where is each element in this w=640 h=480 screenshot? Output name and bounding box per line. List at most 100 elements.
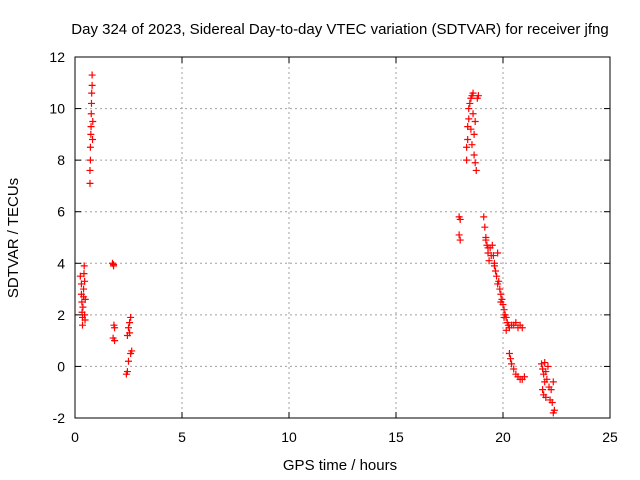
data-point-marker [500, 306, 508, 314]
y-tick-label: 12 [49, 49, 65, 65]
data-point-marker [89, 117, 97, 125]
data-point-marker [87, 99, 95, 107]
data-point-marker [455, 231, 463, 239]
data-point-marker [500, 313, 508, 321]
x-tick-label: 5 [178, 429, 186, 445]
data-point-marker [111, 337, 119, 345]
y-axis-label: SDTVAR / TECUs [5, 178, 22, 298]
data-point-marker [81, 316, 89, 324]
y-tick-label: -2 [53, 410, 66, 426]
y-tick-label: 6 [57, 204, 65, 220]
data-point-marker [466, 99, 474, 107]
data-point-marker [502, 326, 510, 334]
data-point-marker [494, 249, 502, 257]
data-point-marker [472, 166, 480, 174]
data-point-marker [463, 156, 471, 164]
data-point-marker [80, 270, 88, 278]
data-point-marker [485, 257, 493, 265]
chart-title: Day 324 of 2023, Sidereal Day-to-day VTE… [71, 21, 608, 38]
data-point-marker [480, 213, 488, 221]
y-axis-ticks: -2 0 2 4 6 8 10 12 [49, 49, 610, 426]
data-point-marker [125, 357, 132, 365]
data-point-marker [547, 386, 555, 394]
data-point-marker [496, 285, 504, 293]
data-point-marker [463, 143, 471, 151]
data-point-marker [518, 324, 526, 332]
data-point-marker [76, 272, 84, 280]
y-tick-label: 2 [57, 307, 65, 323]
data-point-marker [542, 368, 550, 376]
plot-frame [74, 56, 611, 419]
data-point-marker [86, 166, 94, 174]
data-point-marker [469, 89, 477, 97]
data-point-marker [468, 141, 476, 149]
data-point-marker [87, 130, 95, 138]
data-point-marker [88, 81, 96, 89]
data-point-marker [87, 110, 95, 118]
data-point-marker [465, 115, 473, 123]
data-point-marker [467, 125, 475, 133]
grid-lines [75, 57, 610, 418]
data-point-marker [508, 360, 516, 368]
data-point-marker [86, 179, 94, 187]
data-point-marker [128, 347, 136, 355]
data-point-marker [481, 223, 489, 231]
data-point-marker [79, 303, 87, 311]
x-axis-ticks: 0 5 10 15 20 25 [71, 57, 618, 445]
data-point-marker [464, 136, 472, 144]
x-axis-label: GPS time / hours [283, 457, 397, 474]
data-point-marker [506, 355, 514, 363]
data-point-marker [127, 313, 135, 321]
data-point-marker [505, 350, 513, 358]
data-point-marker [548, 399, 556, 407]
data-point-marker [542, 393, 550, 401]
data-point-marker [81, 277, 89, 285]
data-point-marker [471, 117, 479, 125]
x-tick-label: 10 [281, 429, 297, 445]
data-point-marker [86, 156, 94, 164]
data-point-marker [86, 143, 94, 151]
data-point-marker [494, 280, 502, 288]
data-point-marker [110, 261, 118, 269]
data-point-marker [550, 406, 558, 414]
data-point-marker [539, 386, 547, 394]
data-point-marker [123, 368, 131, 376]
x-tick-label: 15 [388, 429, 404, 445]
data-point-marker [88, 71, 96, 79]
data-point-marker [87, 123, 95, 131]
data-point-marker [125, 324, 132, 332]
data-point-marker [78, 321, 86, 329]
data-point-marker [544, 362, 552, 370]
data-point-marker [484, 244, 492, 252]
data-point-marker [549, 378, 557, 386]
data-point-marker [111, 324, 119, 332]
data-point-marker [471, 159, 479, 167]
data-point-marker [510, 365, 518, 373]
data-point-marker [470, 151, 478, 159]
data-point-marker [126, 319, 134, 327]
x-tick-label: 0 [71, 429, 79, 445]
data-point-marker [492, 267, 500, 275]
data-point-marker [470, 130, 478, 138]
data-point-marker [497, 290, 505, 298]
data-point-marker [541, 359, 549, 367]
data-point-marker [497, 298, 505, 306]
data-point-marker [81, 295, 89, 303]
x-tick-label: 20 [495, 429, 511, 445]
data-point-marker [456, 215, 464, 223]
data-point-marker [89, 136, 97, 144]
data-point-marker [520, 373, 528, 381]
data-point-marker [474, 92, 482, 100]
data-point-marker [456, 236, 464, 244]
data-point-marker [493, 272, 501, 280]
data-point-marker [88, 89, 96, 97]
data-point-marker [538, 360, 546, 368]
data-point-marker [487, 252, 495, 260]
y-tick-label: 10 [49, 101, 65, 117]
data-point-marker [469, 110, 477, 118]
data-point-marker [512, 319, 520, 327]
data-point-marker [482, 236, 490, 244]
data-point-marker [126, 329, 134, 337]
data-point-marker [80, 285, 88, 293]
